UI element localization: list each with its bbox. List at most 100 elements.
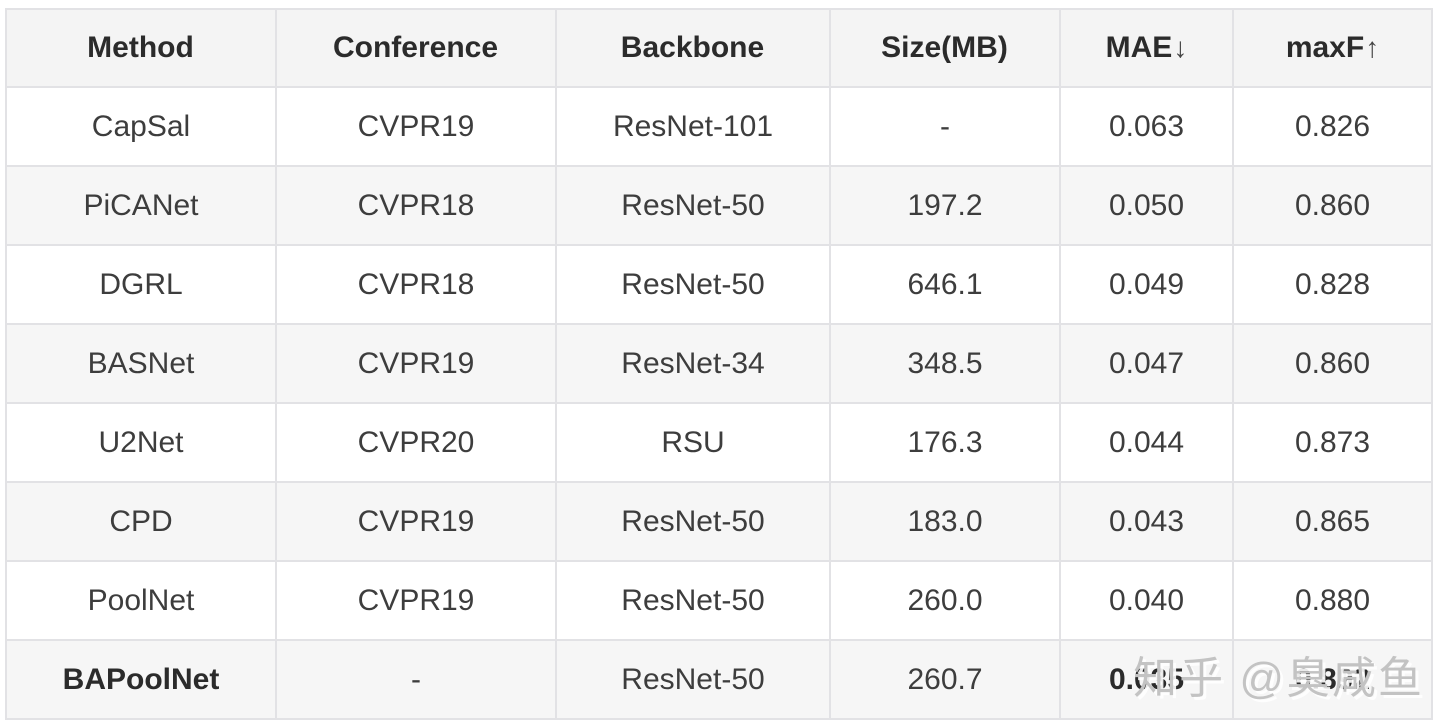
sort-direction-arrow <box>194 32 195 63</box>
cell-backbone: ResNet-50 <box>555 244 831 325</box>
cell-size: 260.7 <box>829 639 1061 720</box>
cell-mae: 0.040 <box>1059 560 1234 641</box>
cell-method-value: CapSal <box>91 109 191 143</box>
cell-maxf: 0.860 <box>1232 323 1433 404</box>
cell-method-value: U2Net <box>98 425 184 459</box>
cell-conference-value: CVPR20 <box>357 425 475 459</box>
cell-method: BASNet <box>5 323 277 404</box>
cell-conference-value: CVPR19 <box>357 346 475 380</box>
cell-backbone: ResNet-50 <box>555 560 831 641</box>
cell-size: 260.0 <box>829 560 1061 641</box>
cell-method-value: PiCANet <box>83 188 199 222</box>
cell-backbone: ResNet-34 <box>555 323 831 404</box>
header-backbone: Backbone <box>555 8 831 88</box>
table-row: PiCANet CVPR18 ResNet-50 197.2 0.050 0.860 <box>5 165 1433 246</box>
down-arrow-icon: ↓ <box>1173 32 1188 63</box>
header-conference-label: Conference <box>332 31 499 64</box>
cell-method-value: PoolNet <box>87 583 195 617</box>
cell-backbone-value: ResNet-50 <box>621 504 765 538</box>
cell-method-value: BASNet <box>87 346 195 380</box>
cell-maxf: 0.865 <box>1232 481 1433 562</box>
sort-direction-arrow <box>498 32 499 63</box>
cell-backbone: RSU <box>555 402 831 483</box>
cell-conference-value: CVPR19 <box>357 583 475 617</box>
cell-mae-value: 0.049 <box>1108 267 1185 301</box>
table-row: U2Net CVPR20 RSU 176.3 0.044 0.873 <box>5 402 1433 483</box>
cell-maxf: 0.828 <box>1232 244 1433 325</box>
cell-size-value: 348.5 <box>907 346 983 380</box>
cell-conference-value: CVPR19 <box>357 504 475 538</box>
cell-mae-value: 0.050 <box>1108 188 1185 222</box>
header-method-label: Method <box>87 31 194 64</box>
cell-backbone-value: ResNet-50 <box>621 188 765 222</box>
table-row: BAPoolNet - ResNet-50 260.7 0.035 0.892 <box>5 639 1433 720</box>
cell-maxf-value: 0.865 <box>1294 504 1371 538</box>
cell-maxf-value: 0.828 <box>1294 267 1371 301</box>
cell-conference-value: - <box>411 662 421 696</box>
cell-size-value: 183.0 <box>907 504 983 538</box>
cell-size-value: 197.2 <box>907 188 983 222</box>
cell-maxf: 0.860 <box>1232 165 1433 246</box>
table-row: DGRL CVPR18 ResNet-50 646.1 0.049 0.828 <box>5 244 1433 325</box>
cell-backbone-value: RSU <box>661 425 725 459</box>
cell-conference: - <box>275 639 557 720</box>
cell-maxf: 0.880 <box>1232 560 1433 641</box>
cell-size-value: 646.1 <box>907 267 983 301</box>
cell-conference: CVPR18 <box>275 165 557 246</box>
cell-backbone: ResNet-50 <box>555 165 831 246</box>
cell-size-value: - <box>940 109 950 143</box>
header-mae: MAE↓ <box>1059 8 1234 88</box>
header-size: Size(MB) <box>829 8 1061 88</box>
cell-conference-value: CVPR18 <box>357 188 475 222</box>
cell-mae-value: 0.043 <box>1108 504 1185 538</box>
cell-backbone-value: ResNet-50 <box>621 267 765 301</box>
table-row: CapSal CVPR19 ResNet-101 - 0.063 0.826 <box>5 86 1433 167</box>
cell-conference: CVPR19 <box>275 86 557 167</box>
header-row: Method Conference Backbone Size(MB) MAE↓… <box>5 8 1433 88</box>
cell-backbone-value: ResNet-34 <box>621 346 765 380</box>
cell-maxf: 0.873 <box>1232 402 1433 483</box>
cell-method: CPD <box>5 481 277 562</box>
cell-backbone-value: ResNet-50 <box>621 662 765 696</box>
cell-method-value: CPD <box>109 504 173 538</box>
table-row: PoolNet CVPR19 ResNet-50 260.0 0.040 0.880 <box>5 560 1433 641</box>
cell-backbone-value: ResNet-101 <box>612 109 774 143</box>
cell-conference: CVPR19 <box>275 560 557 641</box>
cell-maxf-value: 0.860 <box>1294 346 1371 380</box>
cell-backbone: ResNet-50 <box>555 481 831 562</box>
cell-conference-value: CVPR19 <box>357 109 475 143</box>
cell-size-value: 260.0 <box>907 583 983 617</box>
cell-size: 197.2 <box>829 165 1061 246</box>
header-maxf: maxF↑ <box>1232 8 1433 88</box>
cell-size-value: 260.7 <box>907 662 983 696</box>
cell-backbone: ResNet-50 <box>555 639 831 720</box>
cell-size-value: 176.3 <box>907 425 983 459</box>
results-table: Method Conference Backbone Size(MB) MAE↓… <box>5 8 1433 720</box>
cell-maxf-value: 0.826 <box>1294 109 1371 143</box>
table-body: CapSal CVPR19 ResNet-101 - 0.063 0.826 PiCANet… <box>5 86 1433 720</box>
cell-method: CapSal <box>5 86 277 167</box>
sort-direction-arrow <box>764 32 765 63</box>
table-row: CPD CVPR19 ResNet-50 183.0 0.043 0.865 <box>5 481 1433 562</box>
table-header: Method Conference Backbone Size(MB) MAE↓… <box>5 8 1433 88</box>
sort-direction-arrow <box>1008 32 1009 63</box>
table-row: BASNet CVPR19 ResNet-34 348.5 0.047 0.860 <box>5 323 1433 404</box>
cell-size: 176.3 <box>829 402 1061 483</box>
cell-method: PoolNet <box>5 560 277 641</box>
cell-maxf-value: 0.880 <box>1294 583 1371 617</box>
cell-method: U2Net <box>5 402 277 483</box>
cell-mae: 0.044 <box>1059 402 1234 483</box>
cell-size: 183.0 <box>829 481 1061 562</box>
cell-method: DGRL <box>5 244 277 325</box>
cell-mae: 0.035 <box>1059 639 1234 720</box>
header-maxf-label: maxF <box>1285 31 1365 64</box>
cell-maxf-value: 0.873 <box>1294 425 1371 459</box>
header-backbone-label: Backbone <box>620 31 765 64</box>
cell-mae-value: 0.040 <box>1108 583 1185 617</box>
cell-size: - <box>829 86 1061 167</box>
cell-backbone-value: ResNet-50 <box>621 583 765 617</box>
cell-mae: 0.050 <box>1059 165 1234 246</box>
cell-mae: 0.049 <box>1059 244 1234 325</box>
cell-method-value: BAPoolNet <box>62 662 220 696</box>
cell-mae-value: 0.044 <box>1108 425 1185 459</box>
